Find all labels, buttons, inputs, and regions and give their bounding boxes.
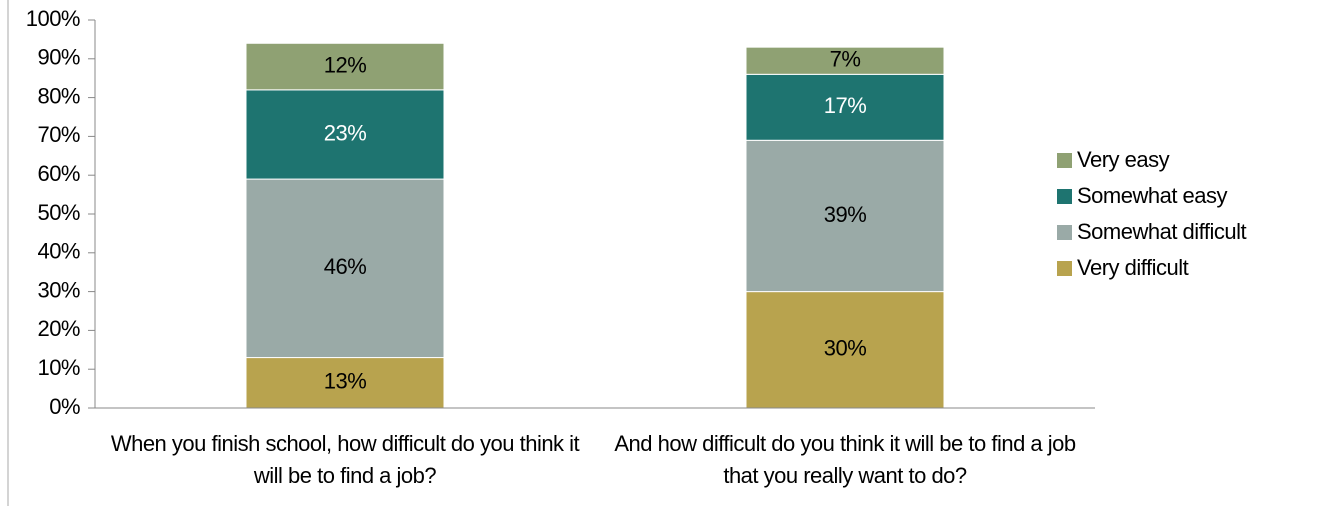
data-label: 12% (324, 52, 367, 77)
legend-swatch (1057, 189, 1072, 204)
legend-swatch (1057, 225, 1072, 240)
y-tick-label: 80% (37, 83, 80, 108)
bar-segment (745, 73, 945, 141)
y-tick-label: 90% (37, 45, 80, 70)
y-tick-label: 0% (49, 394, 80, 419)
data-label: 7% (830, 47, 861, 72)
y-tick-label: 20% (37, 316, 80, 341)
legend-label: Somewhat easy (1077, 183, 1228, 208)
data-label: 23% (324, 120, 367, 145)
x-tick-label: When you finish school, how difficult do… (110, 431, 580, 488)
bar-segment (745, 291, 945, 409)
y-tick-label: 40% (37, 239, 80, 264)
data-label: 46% (324, 254, 367, 279)
bar-segment (245, 357, 445, 409)
legend-swatch (1057, 153, 1072, 168)
y-tick-label: 30% (37, 277, 80, 302)
y-tick-label: 70% (37, 122, 80, 147)
bar-segment (745, 46, 945, 75)
x-tick-label: And how difficult do you think it will b… (614, 431, 1076, 488)
legend-label: Very easy (1077, 147, 1170, 172)
bar-segment (745, 139, 945, 293)
bar-segment (245, 178, 445, 359)
y-tick-label: 60% (37, 161, 80, 186)
y-tick-label: 100% (26, 6, 80, 31)
legend-label: Very difficult (1077, 255, 1189, 280)
data-label: 13% (324, 369, 367, 394)
data-label: 30% (824, 336, 867, 361)
legend-label: Somewhat difficult (1077, 219, 1247, 244)
y-tick-label: 50% (37, 200, 80, 225)
data-label: 39% (824, 202, 867, 227)
y-tick-label: 10% (37, 355, 80, 380)
data-label: 17% (824, 93, 867, 118)
bar-segment (245, 42, 445, 91)
legend-swatch (1057, 261, 1072, 276)
bar-segment (245, 89, 445, 180)
